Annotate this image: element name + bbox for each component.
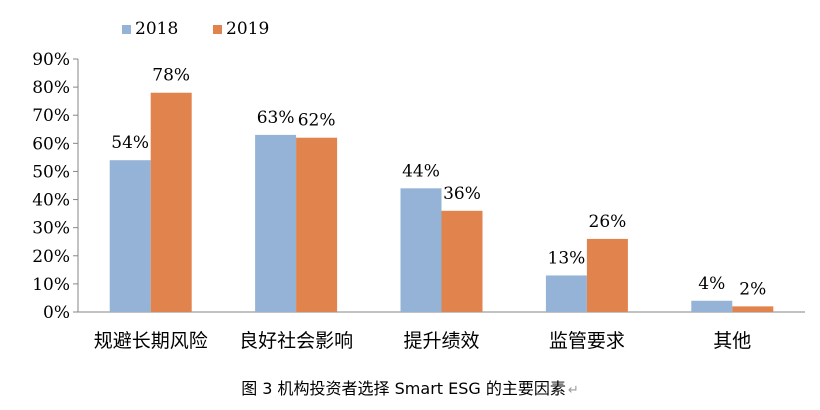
bar-2018 <box>255 134 297 312</box>
data-label-2018: 4% <box>698 274 725 294</box>
data-label-2018: 54% <box>111 133 149 153</box>
x-tick-label: 规避长期风险 <box>94 330 208 352</box>
bar-2018 <box>691 300 733 312</box>
figure-caption: 图 3 机构投资者选择 Smart ESG 的主要因素 ↵ <box>0 375 820 399</box>
data-label-2019: 36% <box>443 184 481 204</box>
y-axis: 0% 10% 20% 30% 40% 50% 60% 70% 80% 90% <box>32 50 79 323</box>
y-tick-label: 30% <box>32 219 70 239</box>
data-label-2018: 13% <box>548 248 586 268</box>
y-tick-label: 40% <box>32 191 70 211</box>
y-tick-label: 0% <box>43 303 70 323</box>
x-tick-label: 其他 <box>713 330 751 352</box>
data-label-2019: 62% <box>298 111 336 131</box>
bars <box>109 92 774 312</box>
data-labels: 54% 78% 63% 62% 44%36% 13%26% 4% 2% <box>111 66 766 300</box>
paragraph-mark: ↵ <box>567 383 579 398</box>
data-label-2019: 2% <box>739 279 766 299</box>
data-label-2019: 26% <box>589 212 627 232</box>
x-tick-label: 监管要求 <box>549 330 625 352</box>
data-label-2019: 78% <box>152 66 190 86</box>
data-label-2018: 44% <box>402 161 440 181</box>
legend-label-2019: 2019 <box>226 19 269 39</box>
x-axis: 规避长期风险 良好社会影响 提升绩效 监管要求 其他 <box>78 311 805 352</box>
bar-2018 <box>400 188 442 312</box>
bar-2019 <box>150 92 192 312</box>
y-tick-label: 80% <box>32 78 70 98</box>
y-tick-label: 20% <box>32 247 70 267</box>
bar-2019 <box>732 306 774 312</box>
caption-text: 图 3 机构投资者选择 Smart ESG 的主要因素 <box>241 379 566 398</box>
legend-swatch-2018 <box>122 25 131 34</box>
x-tick-label: 良好社会影响 <box>239 330 353 352</box>
bar-2018 <box>545 275 587 312</box>
y-tick-label: 10% <box>32 275 70 295</box>
bar-2019 <box>441 210 483 312</box>
legend: 2018 2019 <box>122 19 269 39</box>
y-tick-label: 70% <box>32 106 70 126</box>
legend-label-2018: 2018 <box>135 19 178 39</box>
y-tick-label: 90% <box>32 50 70 70</box>
bar-chart: 2018 2019 0% 10% 20% 30% 40% 50% 60% 70% 80% 90% 规… <box>32 19 805 352</box>
bar-2019 <box>296 137 338 312</box>
y-tick-label: 60% <box>32 134 70 154</box>
y-tick-label: 50% <box>32 162 70 182</box>
data-label-2018: 63% <box>257 108 295 128</box>
legend-swatch-2019 <box>213 25 222 34</box>
x-tick-label: 提升绩效 <box>403 330 479 352</box>
bar-2018 <box>109 160 151 312</box>
bar-2019 <box>586 238 628 312</box>
